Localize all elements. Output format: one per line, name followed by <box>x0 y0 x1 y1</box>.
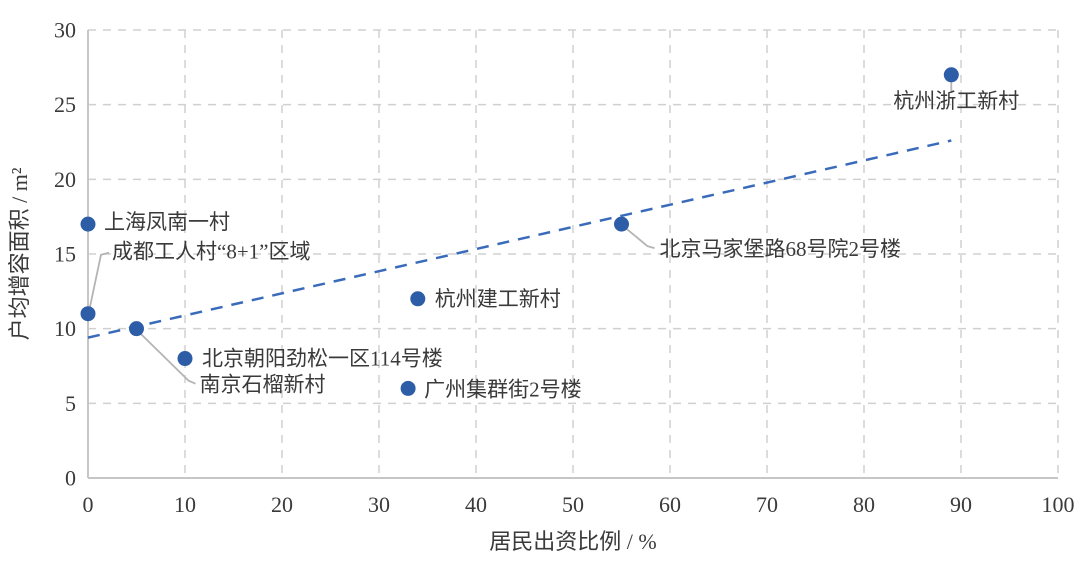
axes <box>87 30 1058 479</box>
y-tick-label-25: 25 <box>54 92 76 117</box>
point-label-0: 上海凤南一村 <box>104 210 230 234</box>
x-axis-title: 居民出资比例 / % <box>489 529 656 554</box>
y-tick-label-20: 20 <box>54 167 76 192</box>
x-tick-label-60: 60 <box>659 492 681 517</box>
leader-line-6 <box>623 226 655 249</box>
point-label-1: 成都工人村“8+1”区域 <box>112 240 310 264</box>
trend-line <box>87 139 952 339</box>
trendline-group <box>87 139 952 339</box>
gridlines <box>88 29 1059 478</box>
x-tick-label-100: 100 <box>1042 492 1075 517</box>
x-tick-label-80: 80 <box>853 492 875 517</box>
y-tick-label-30: 30 <box>54 18 76 43</box>
x-tick-label-90: 90 <box>950 492 972 517</box>
y-axis-title: 户均增容面积 / m² <box>7 167 32 340</box>
data-points <box>80 67 959 396</box>
data-point-7 <box>943 67 959 83</box>
x-tick-label-70: 70 <box>756 492 778 517</box>
y-tick-label-15: 15 <box>54 242 76 267</box>
data-point-1 <box>80 306 96 322</box>
point-label-6: 北京马家堡路68号院2号楼 <box>660 237 902 261</box>
data-point-5 <box>400 380 416 396</box>
x-tick-label-30: 30 <box>368 492 390 517</box>
point-label-2: 南京石榴新村 <box>200 373 326 397</box>
y-tick-label-10: 10 <box>54 316 76 341</box>
data-point-0 <box>80 216 96 232</box>
x-tick-label-0: 0 <box>83 492 94 517</box>
point-label-4: 杭州建工新村 <box>435 287 561 311</box>
leader-line-2 <box>138 332 196 385</box>
point-label-7: 杭州浙工新村 <box>893 89 1019 113</box>
data-point-3 <box>177 351 193 367</box>
data-point-2 <box>129 321 144 337</box>
x-tick-label-10: 10 <box>174 492 196 517</box>
leader-line-1 <box>89 251 110 307</box>
y-tick-label-0: 0 <box>65 466 76 491</box>
x-tick-label-40: 40 <box>465 492 487 517</box>
data-point-4 <box>410 291 426 307</box>
point-label-3: 北京朝阳劲松一区114号楼 <box>202 347 443 371</box>
point-label-5: 广州集群街2号楼 <box>424 377 581 401</box>
y-tick-label-5: 5 <box>65 391 76 416</box>
x-tick-label-20: 20 <box>271 492 293 517</box>
leader-lines <box>89 80 953 385</box>
tick-labels: 0 10 20 30 40 50 60 70 80 90 100 0 5 10 15 20 25 30 <box>54 18 1075 518</box>
data-point-6 <box>614 216 629 232</box>
x-tick-label-50: 50 <box>562 492 584 517</box>
